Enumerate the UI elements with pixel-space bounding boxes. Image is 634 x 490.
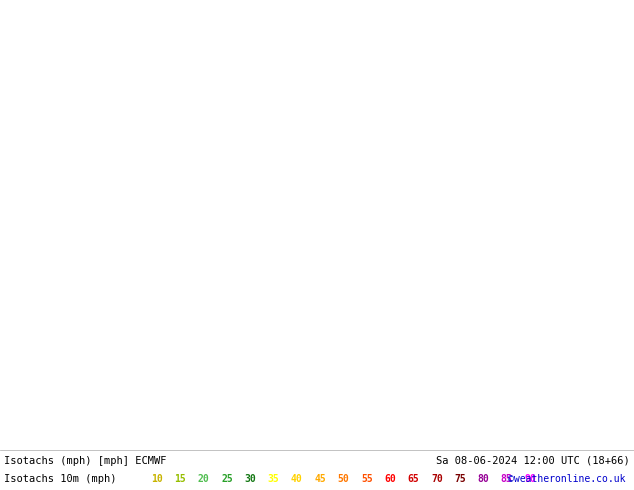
- Text: 85: 85: [501, 474, 512, 484]
- Text: 65: 65: [408, 474, 419, 484]
- Text: 60: 60: [384, 474, 396, 484]
- Text: ©weatheronline.co.uk: ©weatheronline.co.uk: [508, 474, 626, 484]
- Text: 90: 90: [524, 474, 536, 484]
- Text: Isotachs (mph) [mph] ECMWF: Isotachs (mph) [mph] ECMWF: [4, 456, 167, 466]
- Text: 75: 75: [454, 474, 466, 484]
- Text: 25: 25: [221, 474, 233, 484]
- Text: 50: 50: [338, 474, 349, 484]
- Text: 10: 10: [151, 474, 163, 484]
- Text: 55: 55: [361, 474, 373, 484]
- Text: 35: 35: [268, 474, 280, 484]
- Text: 20: 20: [198, 474, 209, 484]
- Text: 45: 45: [314, 474, 326, 484]
- Text: 30: 30: [244, 474, 256, 484]
- Text: 15: 15: [174, 474, 186, 484]
- Text: Sa 08-06-2024 12:00 UTC (18+66): Sa 08-06-2024 12:00 UTC (18+66): [436, 456, 630, 466]
- Text: 40: 40: [291, 474, 303, 484]
- Text: 80: 80: [477, 474, 489, 484]
- Text: Isotachs 10m (mph): Isotachs 10m (mph): [4, 474, 117, 484]
- Text: 70: 70: [431, 474, 443, 484]
